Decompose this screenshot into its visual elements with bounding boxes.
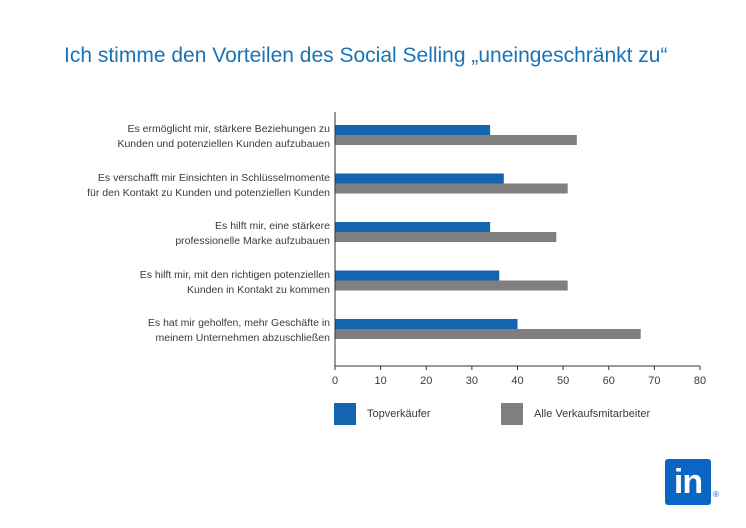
category-label-line: meinem Unternehmen abzuschließen xyxy=(155,332,330,344)
x-tick-label-60: 60 xyxy=(603,375,615,387)
category-label-line: professionelle Marke aufzubauen xyxy=(175,235,330,247)
category-label-line: für den Kontakt zu Kunden und potenziell… xyxy=(87,186,330,199)
category-label-line: Kunden in Kontakt zu kommen xyxy=(186,283,330,296)
registered-mark: ® xyxy=(713,490,719,499)
category-label-line: Es hat mir geholfen, mehr Geschäfte in xyxy=(147,317,330,329)
x-tick-label-0: 0 xyxy=(332,375,338,387)
category-label-4: Es hat mir geholfen, mehr Geschäfte in me… xyxy=(70,316,330,346)
bar-alle-1 xyxy=(335,183,568,194)
category-label-3: Es hilft mir, mit den richtigen potenzie… xyxy=(70,268,330,298)
bar-alle-2 xyxy=(335,232,557,242)
category-label-2: Es hilft mir, eine stärkere professionell… xyxy=(70,219,330,249)
x-tick-label-70: 70 xyxy=(648,375,660,387)
category-label-line: Es verschafft mir Einsichten in Schlüsse… xyxy=(97,171,330,184)
category-label-line: Es hilft mir, eine stärkere xyxy=(215,220,330,232)
x-tick-label-10: 10 xyxy=(375,375,387,387)
linkedin-logo: in xyxy=(665,459,711,505)
legend-swatch-0 xyxy=(334,403,356,425)
category-label-0: Es ermöglicht mir, stärkere Beziehungen … xyxy=(70,122,330,152)
x-tick-label-80: 80 xyxy=(694,375,706,387)
legend-swatch-1 xyxy=(501,403,523,425)
x-tick-label-20: 20 xyxy=(420,375,432,387)
legend-label-1: Alle Verkaufsmitarbeiter xyxy=(534,408,651,420)
bar-topverkaeufer-0 xyxy=(335,125,491,135)
bar-topverkaeufer-4 xyxy=(335,319,518,329)
chart-title: Ich stimme den Vorteilen des Social Sell… xyxy=(64,44,668,67)
bar-topverkaeufer-1 xyxy=(335,173,504,184)
x-tick-label-30: 30 xyxy=(466,375,478,387)
category-label-line: Es ermöglicht mir, stärkere Beziehungen … xyxy=(127,123,330,135)
x-tick-label-40: 40 xyxy=(511,375,523,387)
bar-topverkaeufer-3 xyxy=(335,270,500,281)
bar-alle-0 xyxy=(335,135,577,145)
bar-alle-3 xyxy=(335,280,568,291)
category-label-line: Kunden und potenziellen Kunden aufzubaue… xyxy=(117,138,330,150)
category-label-1: Es verschafft mir Einsichten in Schlüsse… xyxy=(70,171,330,201)
x-tick-label-50: 50 xyxy=(557,375,569,387)
legend-label-0: Topverkäufer xyxy=(367,408,431,420)
bar-topverkaeufer-2 xyxy=(335,222,491,232)
category-label-line: Es hilft mir, mit den richtigen potenzie… xyxy=(139,268,330,281)
bar-alle-4 xyxy=(335,329,641,339)
